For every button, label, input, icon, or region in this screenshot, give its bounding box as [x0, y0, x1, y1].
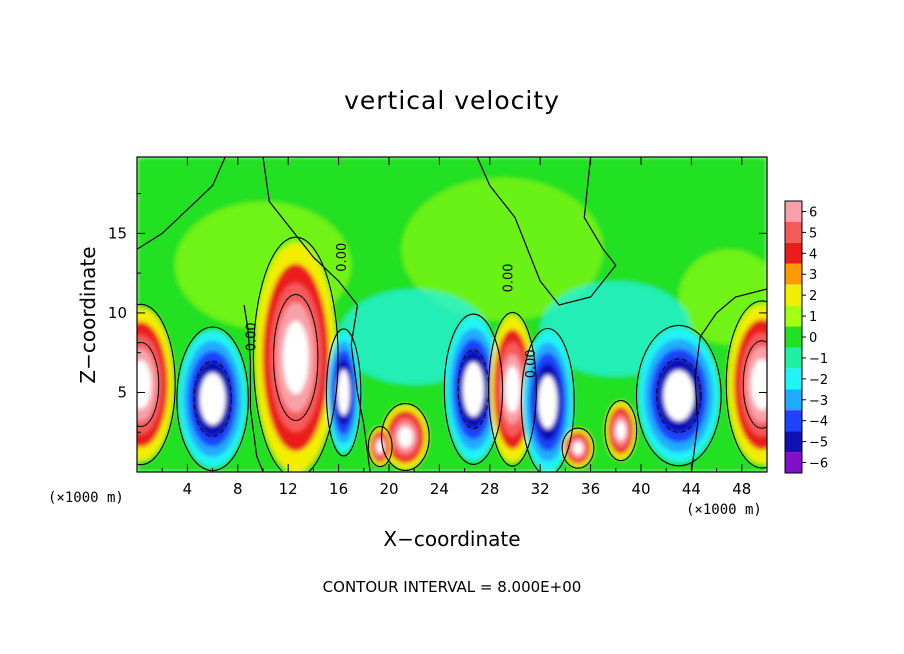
zero-contour-loop	[604, 400, 638, 462]
contour-label: 0.00	[524, 349, 539, 378]
zero-contour	[476, 157, 617, 306]
colorbar-label: −6	[809, 457, 828, 472]
zero-contour-loop	[137, 303, 176, 466]
colorbar-label: 1	[809, 310, 817, 325]
colorbar-swatch	[785, 431, 802, 453]
zero-contour-loop	[488, 311, 537, 467]
plot-frame	[136, 156, 768, 473]
colorbar-swatch	[785, 284, 802, 306]
zero-contour	[243, 304, 264, 472]
downdraft-core	[663, 370, 695, 422]
negative-contour	[193, 360, 232, 437]
updraft-core	[616, 421, 626, 440]
colorbar-swatch	[785, 263, 802, 285]
colorbar-swatch	[785, 410, 802, 432]
x-tick-label: 28	[480, 480, 499, 498]
negative-contour	[656, 358, 702, 433]
downdraft-core	[199, 372, 226, 425]
zero-contour-loop	[367, 425, 393, 468]
zero-contour-loop	[725, 300, 767, 469]
updraft-core	[282, 320, 309, 395]
colorbar-label: −4	[809, 415, 828, 430]
colorbar-swatch	[785, 389, 802, 411]
colorbar-label: −3	[809, 394, 828, 409]
y-tick-label: 15	[108, 224, 127, 242]
zero-contour-loop	[561, 427, 595, 469]
x-tick-label: 44	[682, 480, 701, 498]
colorbar-swatch	[785, 326, 802, 348]
zero-contour	[262, 157, 358, 306]
x-axis-label: X−coordinate	[383, 527, 521, 551]
contour-lines: 0.00 0.00 0.00 0.00	[137, 157, 767, 472]
x-tick-label: 32	[531, 480, 550, 498]
positive-contour	[137, 342, 160, 427]
x-tick-label: 4	[183, 480, 193, 498]
colorbar-label: −5	[809, 436, 828, 451]
zero-contour-loop	[325, 328, 362, 457]
x-tick-label: 12	[279, 480, 298, 498]
x-tick-label: 24	[430, 480, 449, 498]
field-cells	[137, 157, 767, 472]
colorbar-label: 4	[809, 247, 817, 262]
chart-title: vertical velocity	[344, 86, 560, 115]
updraft-core	[573, 442, 583, 455]
y-tick-label: 10	[108, 304, 127, 322]
x-tick-label: 40	[631, 480, 650, 498]
zero-contour	[690, 288, 767, 472]
x-tick-label: 16	[329, 480, 348, 498]
colorbar-swatch	[785, 347, 802, 369]
updraft-core	[505, 365, 520, 413]
downdraft-core	[337, 369, 350, 416]
colorbar: 6 5 4 3 2 1 0 −1 −2 −3 −4 −5 −6	[784, 200, 828, 474]
contour-interval-label: CONTOUR INTERVAL = 8.000E+00	[322, 578, 582, 596]
zero-contour-loop	[381, 403, 430, 471]
x-tick-label: 8	[233, 480, 243, 498]
zero-contour-loop	[520, 327, 575, 472]
x-unit-label-right: (×1000 m)	[686, 502, 762, 518]
colorbar-label: 6	[809, 205, 817, 220]
zero-contour	[350, 304, 371, 472]
positive-contour	[742, 340, 767, 429]
updraft-core	[137, 360, 152, 409]
x-tick-label: 48	[732, 480, 751, 498]
zero-contour	[137, 157, 226, 250]
updraft-core	[751, 359, 767, 410]
contour-label: 0.00	[501, 263, 516, 292]
colorbar-label: 2	[809, 289, 817, 304]
weak-updraft-region	[401, 177, 604, 321]
zero-contour-loop	[635, 324, 722, 467]
y-tick-label: 5	[117, 383, 127, 401]
colorbar-swatch	[785, 305, 802, 327]
velocity-field	[137, 157, 767, 472]
colorbar-swatch	[785, 201, 802, 222]
colorbar-swatch	[785, 368, 802, 390]
colorbar-label: 3	[809, 268, 817, 283]
colorbar-swatch	[785, 452, 802, 473]
zero-contour-loop	[443, 313, 504, 465]
zero-contour-loop	[252, 236, 339, 472]
x-tick-label: 36	[581, 480, 600, 498]
colorbar-swatch	[785, 242, 802, 264]
updraft-core	[398, 426, 413, 448]
colorbar-label: −2	[809, 373, 828, 388]
colorbar-label: −1	[809, 352, 828, 367]
x-unit-label-left: (×1000 m)	[48, 490, 124, 506]
downdraft-core	[462, 362, 484, 417]
contour-label: 0.00	[244, 322, 259, 351]
downdraft-core	[538, 375, 558, 429]
positive-contour	[273, 293, 319, 421]
colorbar-swatch	[785, 221, 802, 243]
contour-label: 0.00	[335, 243, 350, 272]
colorbar-label: 5	[809, 226, 817, 241]
y-axis-label: Z−coordinate	[76, 246, 100, 384]
colorbar-label: 0	[809, 331, 817, 346]
x-tick-label: 20	[379, 480, 398, 498]
